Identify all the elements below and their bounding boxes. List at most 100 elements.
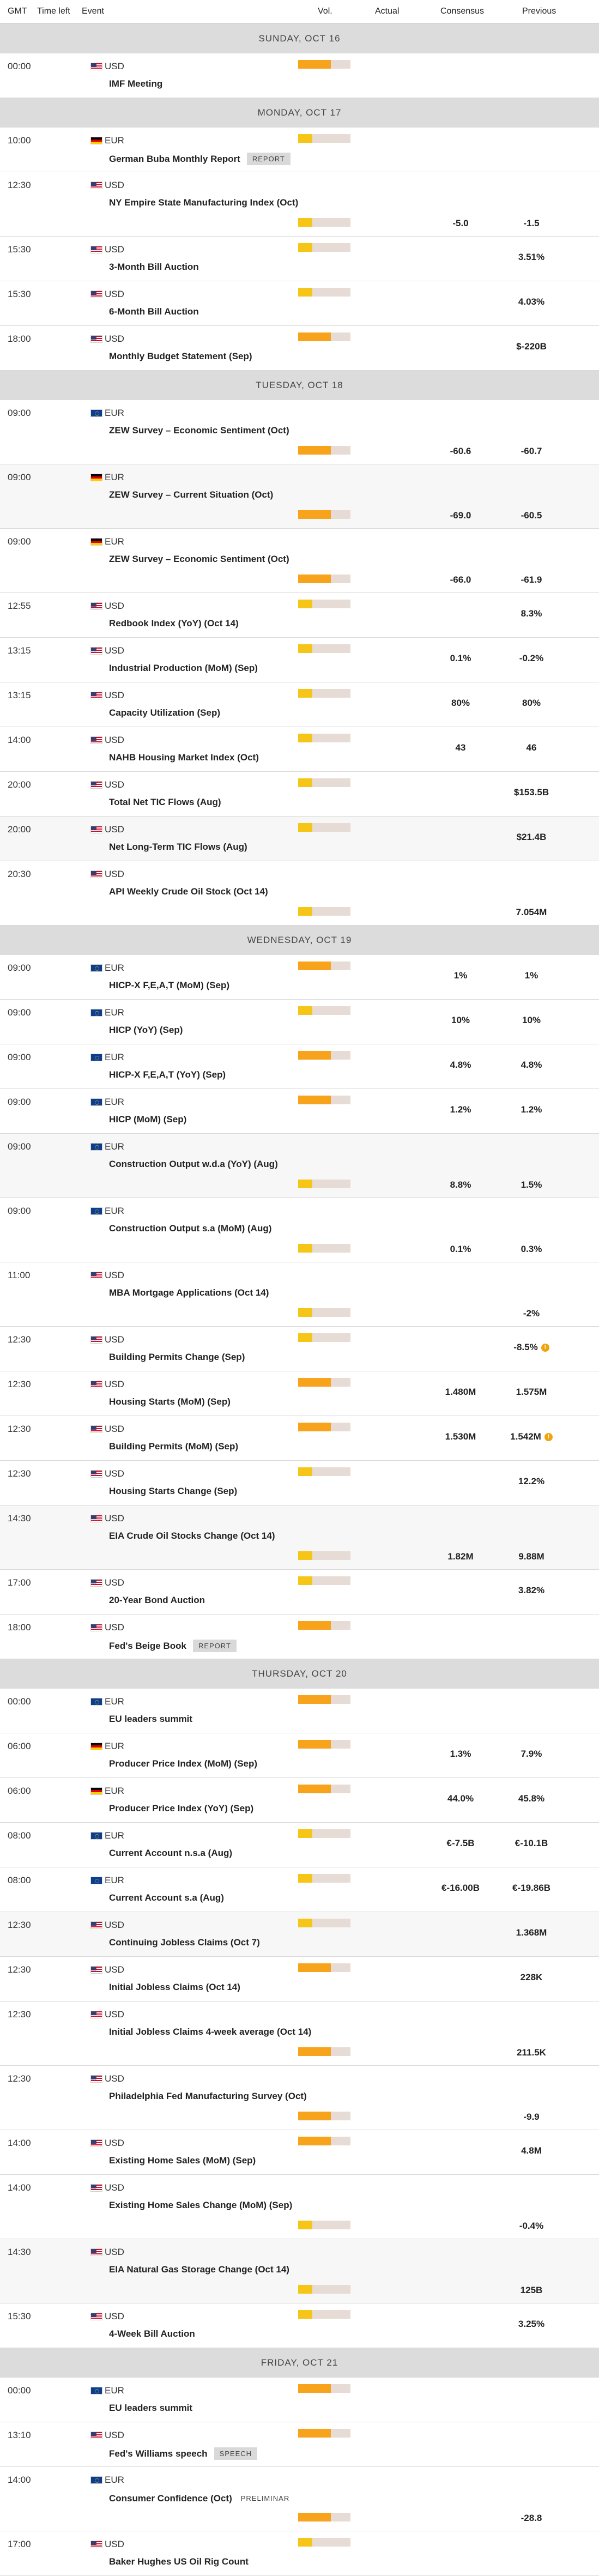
event-name[interactable]: Philadelphia Fed Manufacturing Survey (O… (109, 2091, 307, 2102)
event-row[interactable]: 00:00 USD IMF Meeting (0, 53, 599, 98)
event-name[interactable]: Producer Price Index (MoM) (Sep) (109, 1758, 257, 1769)
event-title[interactable]: 20-Year Bond Auction (109, 1595, 205, 1605)
event-name[interactable]: HICP-X F,E,A,T (YoY) (Sep) (109, 1069, 226, 1080)
event-row[interactable]: 09:00 EUR ZEW Survey – Economic Sentiment … (0, 529, 599, 593)
event-row[interactable]: 00:00 EUR EU leaders summit (0, 1689, 599, 1733)
event-row[interactable]: 20:30 USD API Weekly Crude Oil Stock (Oct … (0, 861, 599, 926)
event-name[interactable]: Redbook Index (YoY) (Oct 14) (109, 618, 239, 629)
event-row[interactable]: 10:00 EUR German Buba Monthly Report REPORT (0, 128, 599, 172)
column-consensus[interactable]: Consensus (440, 7, 485, 16)
column-previous[interactable]: Previous (522, 7, 556, 16)
event-title[interactable]: Building Permits (MoM) (Sep) (109, 1441, 239, 1452)
event-title[interactable]: Capacity Utilization (Sep) (109, 708, 221, 718)
event-row[interactable]: 12:30 USD Continuing Jobless Claims (Oct 7… (0, 1912, 599, 1957)
event-name[interactable]: Existing Home Sales Change (MoM) (Sep) (109, 2200, 292, 2211)
event-row[interactable]: 18:00 USD Fed's Beige Book REPORT (0, 1614, 599, 1659)
event-row[interactable]: 09:00 EUR Construction Output w.d.a (YoY) … (0, 1134, 599, 1198)
event-title[interactable]: Baker Hughes US Oil Rig Count (109, 2556, 249, 2567)
event-row[interactable]: 14:00 USD Existing Home Sales Change (MoM)… (0, 2175, 599, 2239)
event-title[interactable]: EIA Crude Oil Stocks Change (Oct 14) (109, 1531, 275, 1541)
event-name[interactable]: Net Long-Term TIC Flows (Aug) (109, 842, 247, 852)
event-name[interactable]: Total Net TIC Flows (Aug) (109, 797, 221, 808)
event-row[interactable]: 06:00 EUR Producer Price Index (YoY) (Sep)… (0, 1778, 599, 1823)
event-title[interactable]: NAHB Housing Market Index (Oct) (109, 752, 259, 763)
event-title[interactable]: IMF Meeting (109, 78, 163, 89)
event-title[interactable]: Industrial Production (MoM) (Sep) (109, 663, 258, 673)
event-row[interactable]: 18:00 USD Monthly Budget Statement (Sep) $-… (0, 326, 599, 371)
event-row[interactable]: 09:00 EUR Construction Output s.a (MoM) (A… (0, 1198, 599, 1262)
event-name[interactable]: MBA Mortgage Applications (Oct 14) (109, 1287, 269, 1298)
event-name[interactable]: HICP (MoM) (Sep) (109, 1114, 186, 1125)
event-row[interactable]: 09:00 EUR HICP (YoY) (Sep) 10% 10% (0, 1000, 599, 1044)
event-title[interactable]: ZEW Survey – Economic Sentiment (Oct) (109, 554, 289, 564)
event-name[interactable]: Existing Home Sales (MoM) (Sep) (109, 2155, 256, 2166)
event-title[interactable]: Redbook Index (YoY) (Oct 14) (109, 618, 239, 628)
event-row[interactable]: 08:00 EUR Current Account n.s.a (Aug) €-7.5… (0, 1823, 599, 1867)
event-title[interactable]: Producer Price Index (MoM) (Sep) (109, 1758, 258, 1769)
event-title[interactable]: Initial Jobless Claims (Oct 14) (109, 1982, 240, 1992)
event-name[interactable]: Construction Output s.a (MoM) (Aug) (109, 1223, 271, 1234)
event-title[interactable]: Continuing Jobless Claims (Oct 7) (109, 1937, 260, 1948)
event-name[interactable]: Current Account n.s.a (Aug) (109, 1848, 232, 1859)
event-row[interactable]: 12:30 USD Building Permits Change (Sep) -8.… (0, 1327, 599, 1371)
event-title[interactable]: 4-Week Bill Auction (109, 2329, 195, 2339)
event-row[interactable]: 08:00 EUR Current Account s.a (Aug) €-16.00… (0, 1867, 599, 1912)
event-name[interactable]: 3-Month Bill Auction (109, 262, 199, 273)
event-title[interactable]: Construction Output s.a (MoM) (Aug) (109, 1223, 272, 1233)
event-name[interactable]: HICP (YoY) (Sep) (109, 1025, 183, 1036)
event-name[interactable]: Current Account s.a (Aug) (109, 1892, 224, 1903)
event-row[interactable]: 14:00 EUR Consumer Confidence (Oct) PRELIMI… (0, 2467, 599, 2531)
event-row[interactable]: 09:00 EUR ZEW Survey – Economic Sentiment … (0, 400, 599, 464)
event-row[interactable]: 14:30 USD EIA Crude Oil Stocks Change (Oct… (0, 1505, 599, 1570)
event-name[interactable]: 4-Week Bill Auction (109, 2329, 195, 2339)
event-name[interactable]: ZEW Survey – Current Situation (Oct) (109, 489, 273, 500)
event-row[interactable]: 12:30 USD Initial Jobless Claims 4-week av… (0, 2001, 599, 2066)
event-title[interactable]: MBA Mortgage Applications (Oct 14) (109, 1287, 269, 1298)
event-row[interactable]: 13:15 USD Industrial Production (MoM) (Sep… (0, 638, 599, 682)
event-row[interactable]: 12:30 USD Philadelphia Fed Manufacturing S… (0, 2066, 599, 2130)
event-row[interactable]: 14:30 USD EIA Natural Gas Storage Change (… (0, 2239, 599, 2303)
event-row[interactable]: 09:00 EUR ZEW Survey – Current Situation (… (0, 464, 599, 529)
event-row[interactable]: 12:30 USD Housing Starts Change (Sep) 12.2% (0, 1461, 599, 1505)
event-title[interactable]: Housing Starts (MoM) (Sep) (109, 1396, 231, 1407)
event-name[interactable]: Fed's Williams speech SPEECH (109, 2447, 258, 2460)
event-title[interactable]: NY Empire State Manufacturing Index (Oct… (109, 197, 299, 208)
event-name[interactable]: Monthly Budget Statement (Sep) (109, 351, 252, 362)
event-title[interactable]: Initial Jobless Claims 4-week average (O… (109, 2027, 312, 2037)
event-row[interactable]: 15:30 USD 4-Week Bill Auction 3.25% (0, 2303, 599, 2348)
event-name[interactable]: Industrial Production (MoM) (Sep) (109, 663, 258, 674)
event-row[interactable]: 20:00 USD Total Net TIC Flows (Aug) $153.5B (0, 772, 599, 817)
event-name[interactable]: Consumer Confidence (Oct) PRELIMINAR (109, 2492, 292, 2505)
event-title[interactable]: Consumer Confidence (Oct) (109, 2493, 232, 2504)
event-name[interactable]: Initial Jobless Claims 4-week average (O… (109, 2027, 311, 2037)
event-title[interactable]: Net Long-Term TIC Flows (Aug) (109, 842, 247, 852)
event-title[interactable]: Existing Home Sales (MoM) (Sep) (109, 2155, 256, 2166)
event-name[interactable]: Building Permits Change (Sep) (109, 1352, 245, 1363)
event-name[interactable]: Construction Output w.d.a (YoY) (Aug) (109, 1159, 278, 1170)
event-name[interactable]: EIA Natural Gas Storage Change (Oct 14) (109, 2264, 289, 2275)
event-row[interactable]: 14:00 USD NAHB Housing Market Index (Oct) 4… (0, 727, 599, 772)
event-name[interactable]: ZEW Survey – Economic Sentiment (Oct) (109, 554, 289, 565)
event-row[interactable]: 12:30 USD Housing Starts (MoM) (Sep) 1.480M… (0, 1371, 599, 1416)
event-name[interactable]: Producer Price Index (YoY) (Sep) (109, 1803, 253, 1814)
event-name[interactable]: ZEW Survey – Economic Sentiment (Oct) (109, 425, 289, 436)
event-row[interactable]: 14:00 USD Existing Home Sales (MoM) (Sep) 4… (0, 2130, 599, 2175)
event-title[interactable]: HICP-X F,E,A,T (YoY) (Sep) (109, 1069, 226, 1080)
column-time-left[interactable]: Time left (37, 7, 70, 16)
event-title[interactable]: HICP (YoY) (Sep) (109, 1025, 183, 1035)
event-name[interactable]: Continuing Jobless Claims (Oct 7) (109, 1937, 260, 1948)
event-title[interactable]: Current Account n.s.a (Aug) (109, 1848, 233, 1858)
column-actual[interactable]: Actual (375, 7, 400, 16)
event-title[interactable]: HICP (MoM) (Sep) (109, 1114, 187, 1124)
event-row[interactable]: 06:00 EUR Producer Price Index (MoM) (Sep)… (0, 1733, 599, 1778)
event-row[interactable]: 12:55 USD Redbook Index (YoY) (Oct 14) 8.3% (0, 593, 599, 638)
event-name[interactable]: Housing Starts (MoM) (Sep) (109, 1396, 231, 1407)
event-name[interactable]: NY Empire State Manufacturing Index (Oct… (109, 197, 298, 208)
column-gmt[interactable]: GMT (8, 7, 27, 16)
event-name[interactable]: HICP-X F,E,A,T (MoM) (Sep) (109, 980, 229, 991)
event-name[interactable]: Baker Hughes US Oil Rig Count (109, 2556, 249, 2567)
event-name[interactable]: Building Permits (MoM) (Sep) (109, 1441, 238, 1452)
event-name[interactable]: IMF Meeting (109, 78, 162, 89)
event-name[interactable]: EIA Crude Oil Stocks Change (Oct 14) (109, 1531, 275, 1541)
event-title[interactable]: Philadelphia Fed Manufacturing Survey (O… (109, 2091, 307, 2101)
